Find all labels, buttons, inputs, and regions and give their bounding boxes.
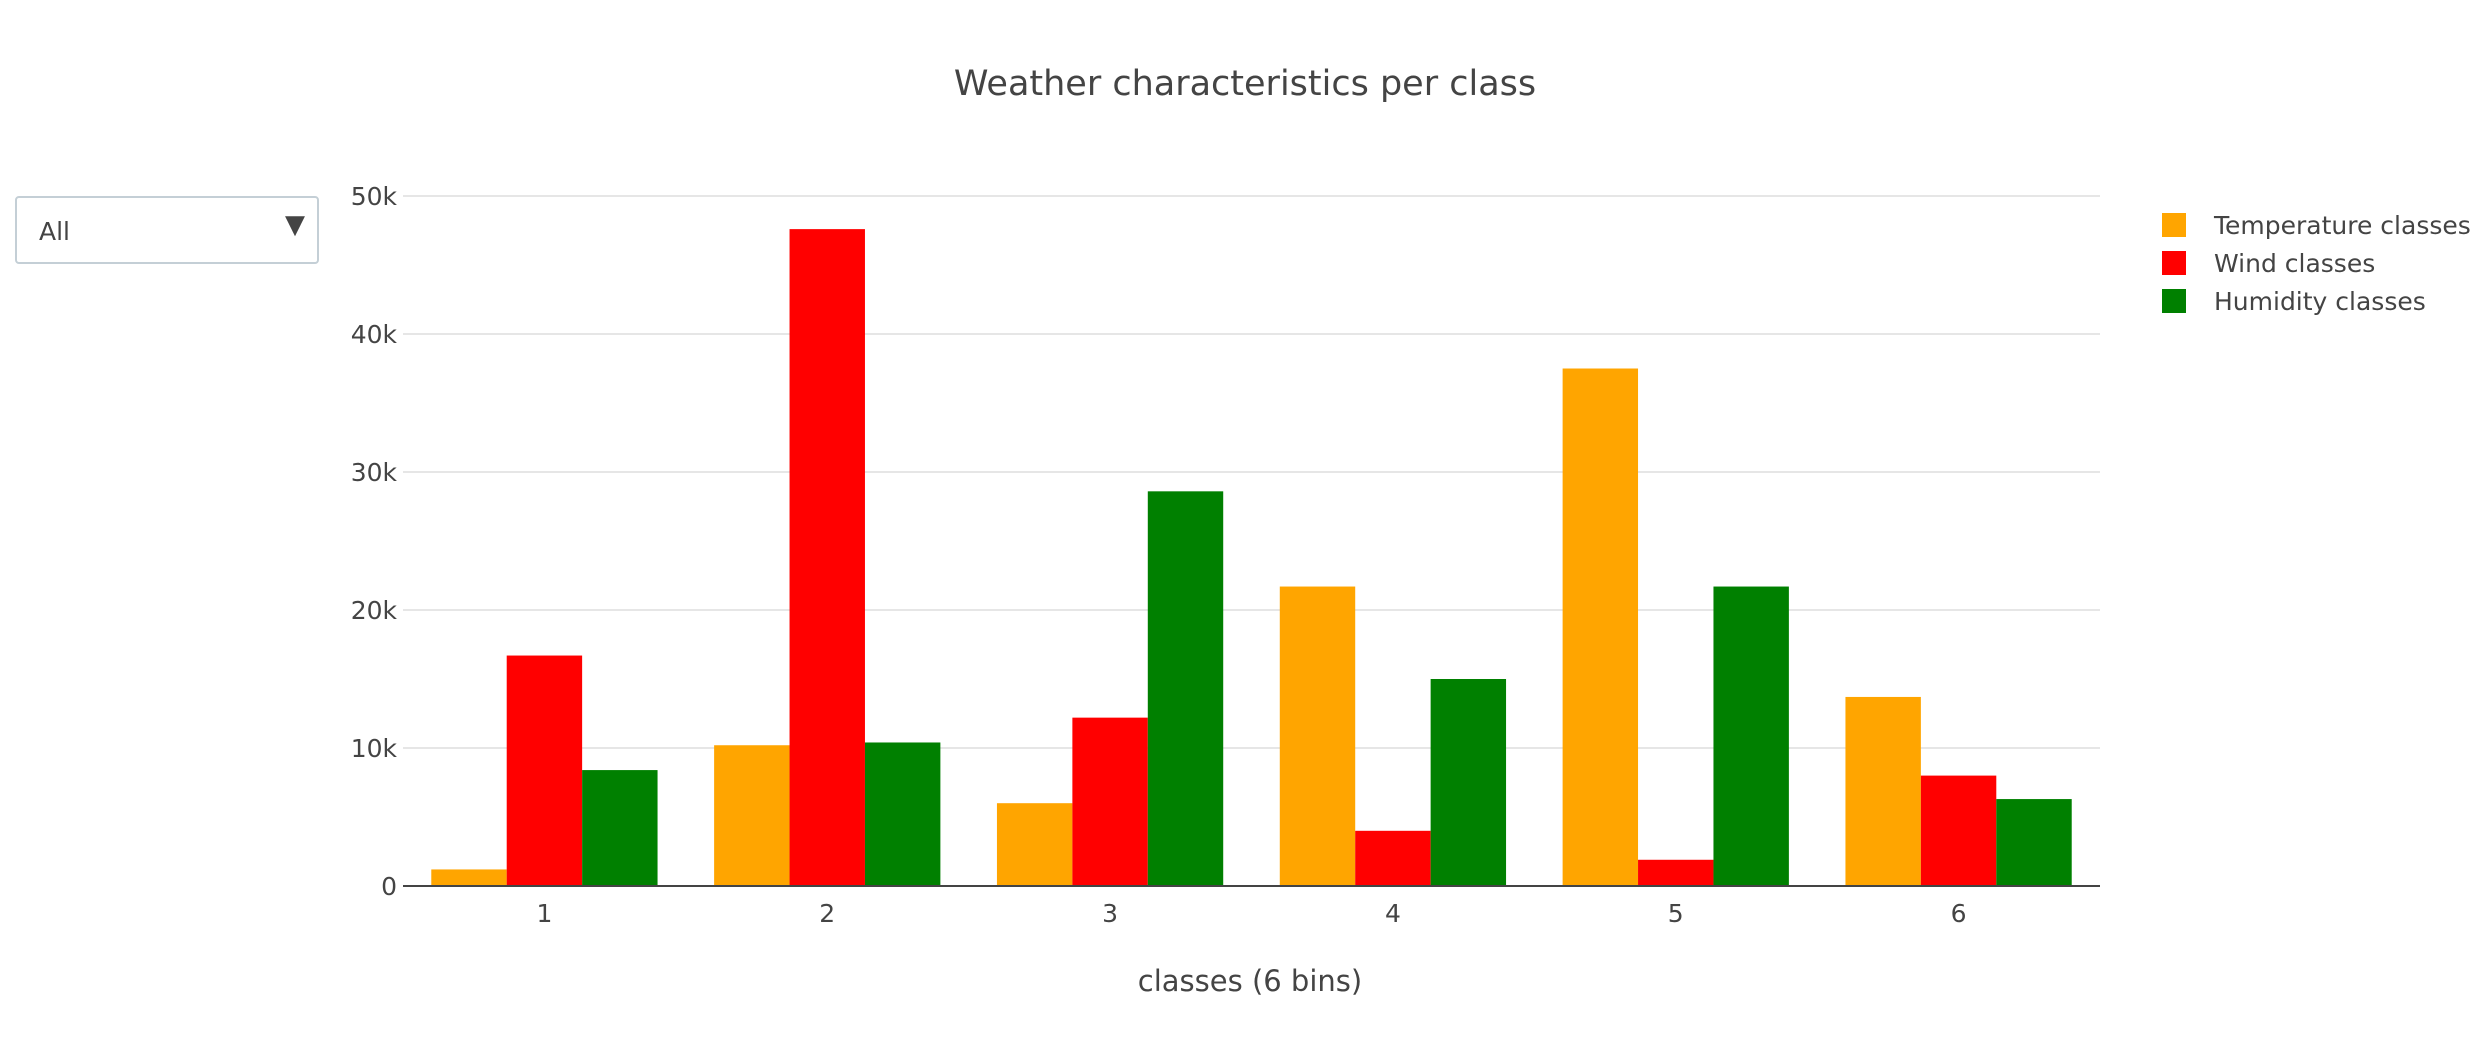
- axes: 0 10k 20k 30k 40k 50k 1 2 3 4 5 6: [351, 182, 2100, 928]
- bar-wind-classes-3[interactable]: [1072, 717, 1148, 886]
- bars: [431, 229, 2072, 887]
- y-tick-label: 50k: [351, 182, 398, 211]
- filter-dropdown[interactable]: All ▼: [15, 196, 319, 264]
- bar-temperature-classes-3[interactable]: [996, 803, 1073, 886]
- y-tick-label: 0: [381, 872, 397, 901]
- bar-wind-classes-4[interactable]: [1355, 830, 1431, 886]
- y-tick-label: 20k: [351, 596, 398, 625]
- bar-humidity-classes-1[interactable]: [582, 770, 658, 886]
- bar-wind-classes-1[interactable]: [506, 655, 583, 886]
- bar-temperature-classes-2[interactable]: [714, 745, 790, 886]
- bar-temperature-classes-6[interactable]: [1845, 696, 1921, 886]
- y-tick-label: 40k: [351, 320, 398, 349]
- x-tick-label: 3: [1102, 899, 1118, 928]
- bar-humidity-classes-3[interactable]: [1147, 491, 1224, 886]
- legend-item[interactable]: Wind classes: [2162, 249, 2375, 278]
- legend-item[interactable]: Humidity classes: [2162, 287, 2426, 316]
- bar-wind-classes-6[interactable]: [1920, 775, 1997, 886]
- x-tick-label: 2: [819, 899, 835, 928]
- legend-label: Temperature classes: [2213, 211, 2471, 240]
- x-tick-label: 1: [536, 899, 552, 928]
- legend-label: Humidity classes: [2214, 287, 2426, 316]
- gridlines: [403, 195, 2100, 749]
- bar-humidity-classes-4[interactable]: [1430, 679, 1507, 886]
- chart-title: Weather characteristics per class: [954, 64, 1536, 104]
- bar-temperature-classes-4[interactable]: [1279, 586, 1356, 886]
- bar-wind-classes-2[interactable]: [789, 229, 865, 886]
- legend-swatch: [2162, 251, 2186, 275]
- legend-item[interactable]: Temperature classes: [2162, 211, 2471, 240]
- y-tick-label: 10k: [351, 734, 398, 763]
- bar-temperature-classes-1[interactable]: [431, 869, 507, 886]
- bar-humidity-classes-6[interactable]: [1996, 799, 2072, 886]
- x-tick-label: 4: [1385, 899, 1401, 928]
- x-axis-title: classes (6 bins): [1138, 964, 1362, 998]
- x-tick-label: 5: [1668, 899, 1684, 928]
- dropdown-selected-value: All: [39, 217, 70, 246]
- bar-temperature-classes-5[interactable]: [1562, 368, 1639, 887]
- bar-humidity-classes-2[interactable]: [864, 742, 941, 886]
- bar-humidity-classes-5[interactable]: [1713, 586, 1789, 886]
- bar-wind-classes-5[interactable]: [1638, 859, 1714, 886]
- legend[interactable]: Temperature classes Wind classes Humidity …: [2162, 211, 2471, 316]
- legend-label: Wind classes: [2214, 249, 2375, 278]
- y-tick-label: 30k: [351, 458, 398, 487]
- legend-swatch: [2162, 213, 2186, 237]
- legend-swatch: [2162, 289, 2186, 313]
- x-tick-label: 6: [1951, 899, 1967, 928]
- triangle-down-icon: ▼: [285, 210, 305, 240]
